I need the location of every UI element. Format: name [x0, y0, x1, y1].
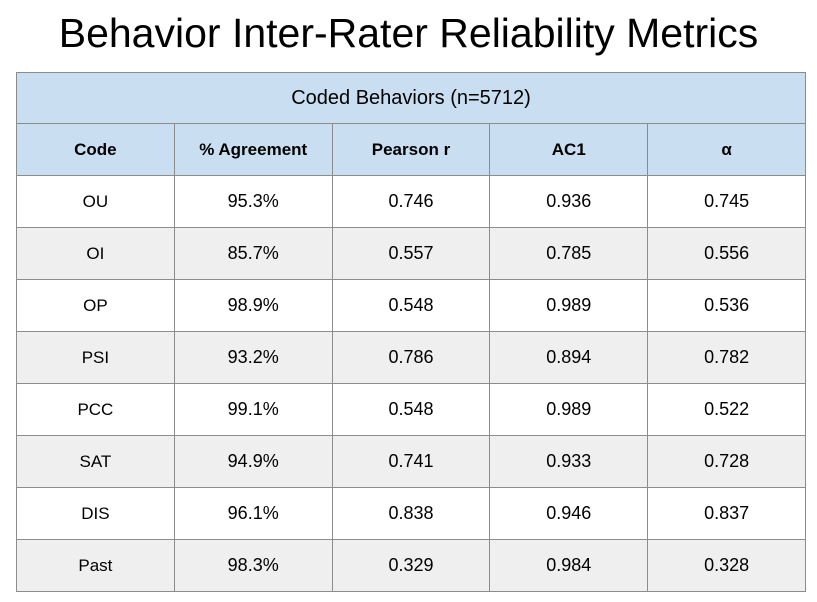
table-row: OP 98.9% 0.548 0.989 0.536	[16, 279, 807, 332]
cell-pearson-r: 0.786	[331, 331, 491, 384]
reliability-table: Coded Behaviors (n=5712) Code % Agreemen…	[15, 72, 807, 592]
table-row: Past 98.3% 0.329 0.984 0.328	[16, 539, 807, 592]
cell-pearson-r: 0.329	[331, 539, 491, 592]
cell-ac1: 0.989	[489, 383, 649, 436]
cell-ac1: 0.936	[489, 175, 649, 228]
cell-ac1: 0.984	[489, 539, 649, 592]
cell-alpha: 0.782	[647, 331, 807, 384]
table-row: OU 95.3% 0.746 0.936 0.745	[16, 175, 807, 228]
cell-pearson-r: 0.548	[331, 383, 491, 436]
cell-agreement: 98.3%	[173, 539, 333, 592]
cell-alpha: 0.328	[647, 539, 807, 592]
column-header-agreement: % Agreement	[173, 123, 333, 176]
cell-ac1: 0.989	[489, 279, 649, 332]
cell-agreement: 96.1%	[173, 487, 333, 540]
table-caption-row: Coded Behaviors (n=5712)	[15, 72, 807, 124]
cell-code: Past	[16, 539, 175, 592]
cell-pearson-r: 0.838	[331, 487, 491, 540]
cell-agreement: 99.1%	[173, 383, 333, 436]
cell-agreement: 93.2%	[173, 331, 333, 384]
table-row: PCC 99.1% 0.548 0.989 0.522	[16, 383, 807, 436]
cell-pearson-r: 0.741	[331, 435, 491, 488]
cell-agreement: 94.9%	[173, 435, 333, 488]
table-header-row: Code % Agreement Pearson r AC1 α	[16, 123, 807, 176]
cell-code: DIS	[16, 487, 175, 540]
cell-alpha: 0.728	[647, 435, 807, 488]
table-row: DIS 96.1% 0.838 0.946 0.837	[16, 487, 807, 540]
cell-pearson-r: 0.548	[331, 279, 491, 332]
column-header-alpha: α	[647, 123, 807, 176]
cell-alpha: 0.745	[647, 175, 807, 228]
table-row: OI 85.7% 0.557 0.785 0.556	[16, 227, 807, 280]
column-header-pearson-r: Pearson r	[331, 123, 491, 176]
cell-code: OP	[16, 279, 175, 332]
table-caption: Coded Behaviors (n=5712)	[15, 72, 807, 124]
page-title: Behavior Inter-Rater Reliability Metrics	[58, 10, 759, 56]
cell-code: SAT	[16, 435, 175, 488]
cell-alpha: 0.522	[647, 383, 807, 436]
cell-ac1: 0.933	[489, 435, 649, 488]
cell-pearson-r: 0.557	[331, 227, 491, 280]
cell-ac1: 0.785	[489, 227, 649, 280]
table-row: SAT 94.9% 0.741 0.933 0.728	[16, 435, 807, 488]
cell-alpha: 0.536	[647, 279, 807, 332]
cell-code: OU	[16, 175, 175, 228]
cell-agreement: 95.3%	[173, 175, 333, 228]
cell-agreement: 85.7%	[173, 227, 333, 280]
table-body: OU 95.3% 0.746 0.936 0.745 OI 85.7% 0.557 0.785 0…	[16, 175, 807, 592]
cell-alpha: 0.556	[647, 227, 807, 280]
cell-agreement: 98.9%	[173, 279, 333, 332]
table-row: PSI 93.2% 0.786 0.894 0.782	[16, 331, 807, 384]
cell-pearson-r: 0.746	[331, 175, 491, 228]
cell-code: PSI	[16, 331, 175, 384]
cell-code: PCC	[16, 383, 175, 436]
column-header-ac1: AC1	[489, 123, 649, 176]
cell-ac1: 0.894	[489, 331, 649, 384]
cell-ac1: 0.946	[489, 487, 649, 540]
cell-alpha: 0.837	[647, 487, 807, 540]
column-header-code: Code	[16, 123, 175, 176]
cell-code: OI	[16, 227, 175, 280]
